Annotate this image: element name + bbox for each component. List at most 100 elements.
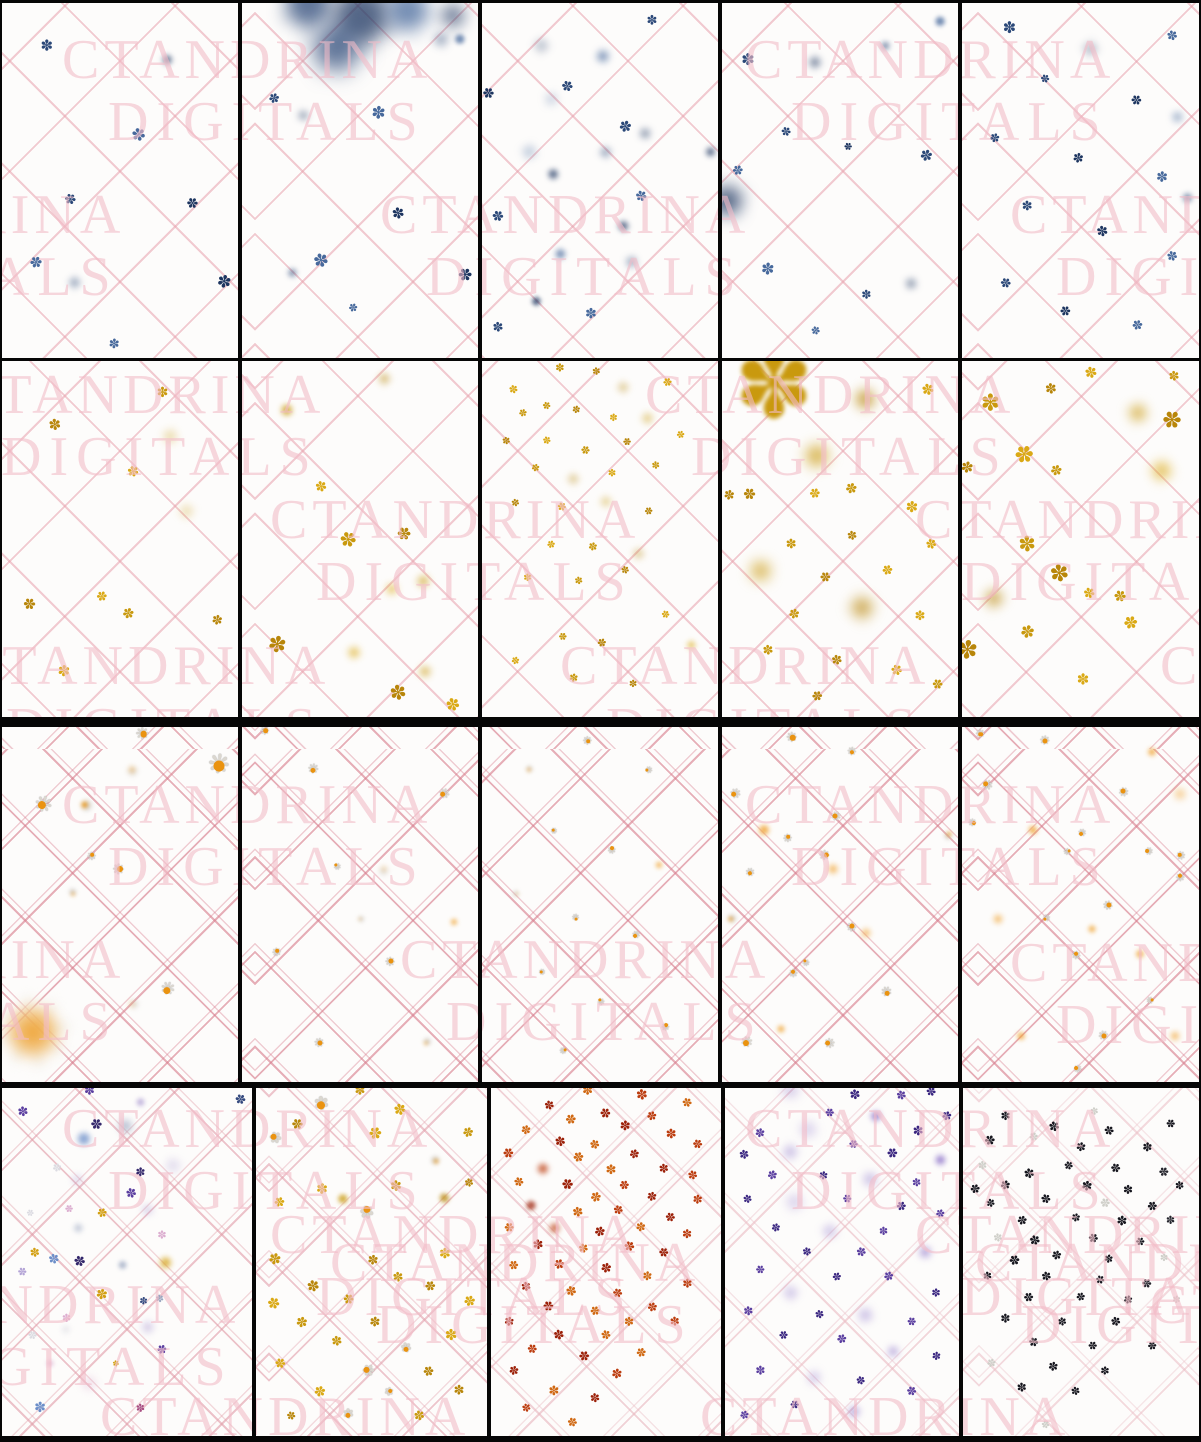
flower-icon: ✽ [578, 444, 593, 456]
flower-icon: ✽ [605, 1160, 617, 1176]
daisy-flower-icon: ❋ [1039, 913, 1051, 924]
daisy-flower-icon: ❋ [844, 919, 859, 932]
paper-swatch-r3c5: ❋❋❋❋❋❋❋❋❋❋❋❋❋❋❋❋CTANDRINADIGITALSCTANDRI… [962, 727, 1199, 1082]
flower-icon: ✽ [1099, 1363, 1110, 1377]
flower-icon: ✽ [784, 1088, 797, 1100]
flower-icon: ✽ [453, 32, 470, 45]
flower-icon: ✽ [588, 1390, 601, 1406]
flower-icon: ✽ [555, 361, 565, 375]
flower-icon: ✽ [1159, 1252, 1168, 1264]
blurred-flower-icon [1134, 949, 1145, 960]
flower-icon: ✽ [27, 255, 47, 270]
flower-icon: ✽ [563, 1113, 580, 1126]
flower-icon: ✽ [453, 1383, 465, 1399]
flower-icon: ✽ [546, 94, 559, 104]
daisy-flower-icon: ❋ [271, 945, 285, 956]
flower-icon: ✽ [915, 1245, 932, 1258]
flower-icon: ✽ [385, 582, 401, 595]
flower-icon: ✽ [1056, 1314, 1068, 1329]
flower-icon: ✽ [157, 1227, 167, 1241]
flower-icon: ✽ [623, 1313, 635, 1329]
paper-swatch-r3c1: ❋❋❋❋❋❋❋❋❋❋❋CTANDRINADIGITALSCTANDRINADIG… [2, 727, 238, 1082]
flower-icon: ✽ [500, 433, 511, 446]
flower-icon: ✽ [690, 1137, 706, 1150]
flower-icon: ✽ [280, 401, 294, 420]
flower-icon: ✽ [270, 1356, 288, 1370]
flower-icon: ✽ [390, 202, 406, 223]
flower-icon: ✽ [154, 1293, 165, 1306]
daisy-flower-icon: ❋ [799, 956, 810, 967]
paper-swatch-r1c1: ✽✽✽✽✽✽✽✽✽CTANDRINADIGITALSCTANDRINADIGIT… [2, 3, 238, 358]
daisy-center-icon [562, 1047, 567, 1053]
flower-icon: ✽ [1026, 1336, 1042, 1348]
flower-icon: ✽ [628, 678, 638, 691]
paper-swatch-r3c2: ❋❋❋❋❋❋❋❋❋❋CTANDRINADIGITALSCTANDRINADIGI… [242, 727, 478, 1082]
flower-icon: ✽ [681, 1226, 692, 1242]
flower-icon: ✽ [582, 1088, 594, 1099]
flower-icon: ✽ [354, 1088, 366, 1099]
flower-icon: ✽ [641, 505, 654, 516]
flower-icon: ✽ [808, 689, 825, 702]
flower-icon: ✽ [776, 1330, 791, 1341]
flower-icon: ✽ [115, 1118, 138, 1135]
flower-icon: ✽ [914, 606, 926, 622]
lattice-pattern [722, 3, 958, 358]
flower-icon: ✽ [1021, 1291, 1037, 1303]
paper-swatch-r1c5: ✽✽✽✽✽✽✽✽✽✽✽✽✽✽✽✽CTANDRINADIGITALSCTANDRI… [962, 3, 1199, 358]
daisy-flower-icon: ❋ [559, 1045, 570, 1055]
flower-icon: ✽ [553, 1131, 567, 1149]
flower-icon: ✽ [33, 1399, 46, 1417]
lattice-pattern [722, 361, 958, 717]
flower-icon: ✽ [801, 1244, 813, 1259]
paper-swatch-r1c3: ✽✽✽✽✽✽✽✽✽✽✽✽✽✽✽✽✽✽✽✽CTANDRINADIGITALSCTA… [482, 3, 718, 358]
daisy-center-icon [790, 734, 796, 741]
daisy-flower-icon: ❋ [85, 849, 99, 861]
paper-swatch-r4c1: ✽ ✽ ✽ ✽ ✽ ✽ ✽ ✽ ✽ ✽ ✽ ✽ ✽ ✽ ✽ ✽ ✽ ✽ ✽ ✽ ✽ ✽ ✽ ✽ ✽ ✽ ✽ ✽ ✽ ✽ ✽ ✽ ✽ ✽ ✽ ✽ ✽ CTA… [2, 1088, 252, 1436]
flower-icon: ✽ [880, 40, 893, 51]
flower-icon: ✽ [40, 36, 54, 55]
flower-icon: ✽ [573, 575, 584, 588]
flower-icon: ✽ [905, 276, 917, 291]
flower-icon: ✽ [546, 165, 560, 182]
lattice-pattern [242, 3, 478, 358]
lattice-pattern [256, 1088, 487, 1436]
lattice-pattern [962, 361, 1199, 717]
daisy-flower-icon: ❋ [260, 727, 271, 736]
flower-icon: ✽ [930, 1286, 941, 1300]
flower-icon: ✽ [215, 271, 233, 295]
daisy-flower-icon: ❋ [642, 764, 654, 775]
flower-icon: ✽ [365, 1125, 386, 1141]
lattice-pattern [2, 361, 238, 717]
flower-icon: ✽ [864, 1170, 876, 1187]
paper-swatch-r2c1: ✽✽✽✽✽✽✽✽✽✽CTANDRINADIGITALSCTANDRINADIGI… [2, 361, 238, 717]
flower-icon: ✽ [1108, 1162, 1124, 1174]
flower-icon: ✽ [335, 1193, 352, 1206]
flower-icon: ✽ [1110, 588, 1130, 604]
daisy-flower-icon: ❋ [781, 831, 795, 843]
flower-icon: ✽ [287, 267, 300, 278]
daisy-flower-icon: ❋ [68, 888, 79, 900]
flower-icon: ✽ [746, 558, 779, 584]
flower-icon: ✽ [519, 1278, 532, 1294]
flower-icon: ✽ [115, 1260, 129, 1271]
paper-swatch-r1c2: ✽✽✽✽✽✽✽✽✽✽✽✽✽✽✽CTANDRINADIGITALSCTANDRIN… [242, 3, 478, 358]
lattice-pattern [242, 727, 478, 1082]
flower-icon: ✽ [980, 390, 1001, 417]
lattice-pattern [482, 361, 718, 717]
flower-icon: ✽ [1047, 557, 1071, 587]
paper-swatch-r4c5: ✽ ✽ ✽ ✽ ✽ ✽ ✽ ✽ ✽ ✽ ✽ ✽ ✽ ✽ ✽ ✽ ✽ ✽ ✽ ✽ ✽ ✽ ✽ ✽ ✽ ✽ ✽ ✽ ✽ ✽ ✽ ✽ ✽ ✽ ✽ ✽ ✽ ✽ ✽ ✽… [963, 1088, 1199, 1436]
daisy-center-icon [849, 923, 855, 929]
lattice-pattern [2, 3, 238, 358]
flower-icon: ✽ [421, 1280, 438, 1293]
flower-icon: ✽ [661, 377, 676, 388]
flower-icon: ✽ [607, 466, 617, 478]
flower-icon: ✽ [904, 1384, 920, 1397]
flower-icon: ✽ [1123, 1181, 1134, 1196]
flower-icon: ✽ [72, 1172, 83, 1186]
flower-icon: ✽ [808, 1369, 820, 1384]
flower-icon: ✽ [893, 1200, 908, 1212]
daisy-flower-icon: ❋ [1174, 847, 1186, 861]
daisy-flower-icon: ❋ [313, 1035, 327, 1051]
flower-icon: ✽ [639, 127, 651, 142]
lattice-pattern [962, 3, 1199, 358]
